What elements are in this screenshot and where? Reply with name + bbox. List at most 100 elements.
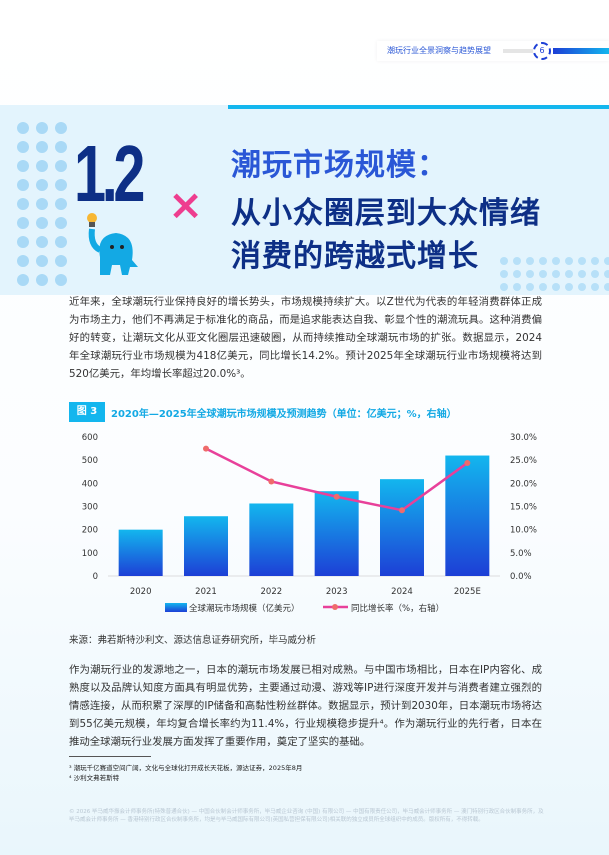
dot (17, 236, 29, 248)
dot (36, 255, 48, 267)
dot (591, 283, 599, 291)
header-title: 潮玩行业全景洞察与趋势展望 (387, 46, 491, 55)
dot (17, 217, 29, 229)
dot (539, 283, 547, 291)
left-axis-tick: 600 (82, 433, 98, 443)
mascot-illustration (87, 213, 138, 275)
dot (591, 270, 599, 278)
dot (17, 274, 29, 286)
dot (55, 141, 67, 153)
right-axis-tick: 25.0% (510, 456, 537, 466)
left-axis-tick: 100 (82, 549, 98, 559)
dot (513, 283, 521, 291)
right-axis-tick: 0.0% (510, 572, 532, 582)
legend-line-marker (332, 604, 338, 610)
dot (55, 198, 67, 210)
dot (36, 236, 48, 248)
dot (36, 122, 48, 134)
dot (500, 270, 508, 278)
dot (17, 122, 29, 134)
body-paragraph-1: 近年来，全球潮玩行业保持良好的增长势头，市场规模持续扩大。以Z世代为代表的年轻消… (69, 296, 542, 380)
dot (55, 236, 67, 248)
dot (17, 198, 29, 210)
dot (55, 179, 67, 191)
growth-rate-point (203, 445, 209, 452)
footnote-3: ³ 潮玩千亿赛道空间广阔，文化与全球化打开成长天花板，源达证券，2025年8月 (69, 764, 303, 772)
decorative-dots-right (500, 257, 609, 291)
dot (36, 198, 48, 210)
right-axis-tick: 15.0% (510, 503, 537, 513)
right-axis-tick: 20.0% (510, 479, 537, 489)
body-paragraph-2: 作为潮玩行业的发源地之一，日本的潮玩市场发展已相对成熟。与中国市场相比，日本在I… (69, 664, 542, 748)
header-progress-bar (553, 48, 609, 54)
growth-rate-point (333, 493, 340, 500)
bar-2025E (445, 455, 490, 576)
bar-2023 (314, 491, 359, 576)
x-axis-tick: 2025E (454, 587, 481, 597)
cross-icon: × (168, 180, 204, 229)
section-title-line1: 潮玩市场规模： (231, 148, 448, 183)
dot (17, 255, 29, 267)
bar-2020 (118, 529, 163, 576)
header-progress-track (503, 49, 539, 53)
dot (539, 270, 547, 278)
legend-line-label: 同比增长率（%，右轴） (351, 603, 444, 614)
figure-source: 来源：弗若斯特沙利文、源达信息证券研究所，毕马威分析 (69, 635, 317, 646)
section-title-line2: 从小众圈层到大众情绪 (231, 196, 541, 231)
hero-accent-line (228, 105, 609, 109)
dot (578, 283, 586, 291)
right-axis-tick: 30.0% (510, 433, 537, 443)
dot (604, 283, 609, 291)
dot (578, 270, 586, 278)
x-axis-tick: 2023 (326, 587, 348, 597)
dot (36, 179, 48, 191)
dot (36, 217, 48, 229)
dot (552, 270, 560, 278)
footnote-4: ⁴ 沙利文弗若斯特 (69, 774, 120, 782)
dot (36, 274, 48, 286)
dot (604, 257, 609, 265)
left-axis-tick: 400 (82, 479, 98, 489)
dot (55, 255, 67, 267)
left-axis-tick: 200 (82, 526, 98, 536)
dot (526, 257, 534, 265)
dot (17, 160, 29, 172)
dot (500, 257, 508, 265)
dot (565, 270, 573, 278)
bar-2021 (184, 516, 228, 576)
right-axis-tick: 5.0% (510, 549, 532, 559)
dot (526, 270, 534, 278)
legend-bar-label: 全球潮玩市场规模（亿美元） (189, 603, 300, 614)
growth-rate-point (399, 507, 405, 514)
x-axis-tick: 2024 (391, 587, 413, 597)
dot (55, 160, 67, 172)
x-axis-tick: 2022 (261, 587, 283, 597)
copyright-notice: © 2026 毕马威华振会计师事务所(特殊普通合伙) — 中国合伙制会计师事务所… (69, 809, 544, 823)
figure-label: 图 3 (69, 402, 105, 422)
dot (500, 283, 508, 291)
decorative-dots-left (17, 122, 67, 286)
chart: 0 100 200 300 400 500 600 0.0% 5.0% 10.0% 15.0% 20.… (82, 433, 537, 614)
legend-bar-swatch (165, 603, 187, 612)
dot (513, 257, 521, 265)
dot (552, 257, 560, 265)
section-number: 1.2 (74, 129, 145, 218)
dot (36, 141, 48, 153)
x-axis-tick: 2020 (130, 587, 152, 597)
left-axis-tick: 300 (82, 503, 98, 513)
dot (526, 283, 534, 291)
page-number: 6 (533, 42, 551, 60)
dot (55, 122, 67, 134)
dot (36, 160, 48, 172)
figure-title: 2020年—2025年全球潮玩市场规模及预测趋势（单位：亿美元；%，右轴） (111, 409, 457, 420)
dot (591, 257, 599, 265)
dot (539, 257, 547, 265)
right-axis-tick: 10.0% (510, 526, 537, 536)
dot (17, 141, 29, 153)
section-title-line3: 消费的跨越式增长 (231, 239, 479, 274)
left-axis-tick: 500 (82, 456, 98, 466)
bar-2022 (249, 503, 294, 576)
dot (55, 217, 67, 229)
dot (513, 270, 521, 278)
running-header: 潮玩行业全景洞察与趋势展望 6 (377, 41, 609, 61)
